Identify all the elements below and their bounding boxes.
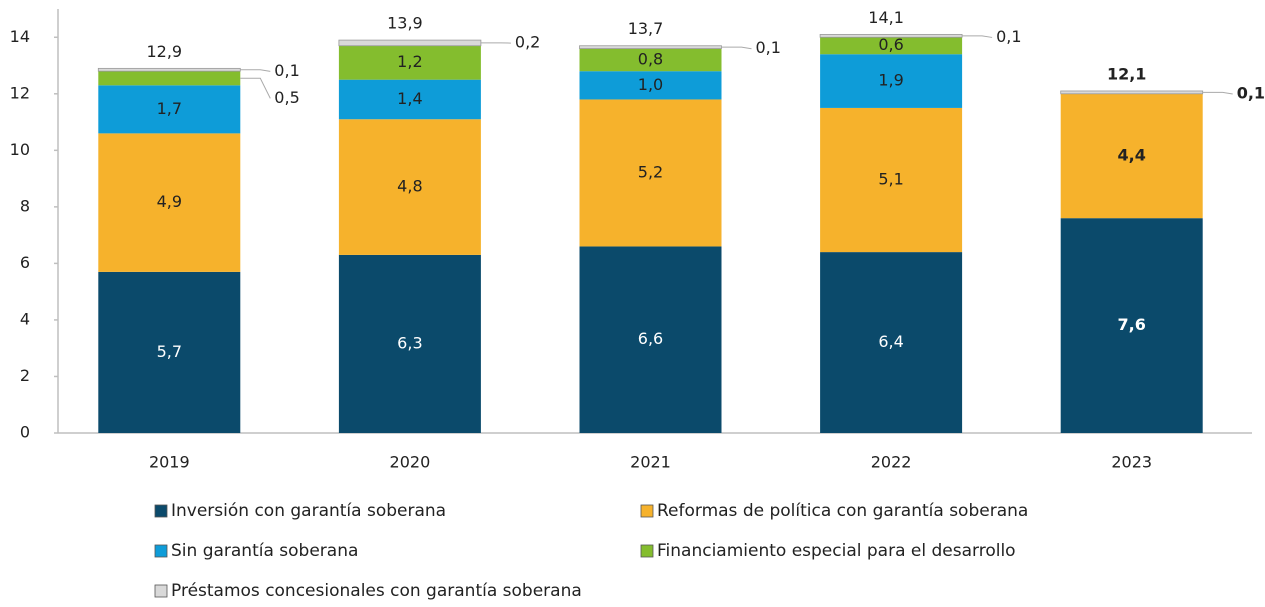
legend-label: Préstamos concesionales con garantía sob… xyxy=(171,581,582,601)
bar-segment xyxy=(820,252,963,433)
data-label: 0,6 xyxy=(878,35,903,54)
legend-swatch xyxy=(640,504,654,518)
x-tick-label: 2020 xyxy=(390,453,431,472)
x-tick-label: 2023 xyxy=(1111,453,1152,472)
bar-segment xyxy=(338,254,481,433)
x-tick-label: 2019 xyxy=(149,453,190,472)
x-tick-label: 2022 xyxy=(871,453,912,472)
data-label: 0,8 xyxy=(638,49,663,68)
total-label: 13,7 xyxy=(628,19,664,38)
data-label: 1,2 xyxy=(397,52,422,71)
bar-segment xyxy=(579,71,722,100)
leader-line xyxy=(721,46,752,50)
y-tick-label: 6 xyxy=(20,253,30,272)
bar-segment xyxy=(338,119,481,255)
data-label: 4,4 xyxy=(1118,145,1146,164)
bar-segment xyxy=(579,45,722,49)
y-tick-label: 14 xyxy=(10,27,30,46)
bar-segment xyxy=(338,39,482,47)
y-tick-label: 0 xyxy=(20,423,30,442)
bar-segment xyxy=(820,107,963,253)
bar-segment xyxy=(579,99,722,247)
data-label: 0,5 xyxy=(274,88,299,107)
bar-segment xyxy=(579,246,722,433)
bar-segment xyxy=(98,71,241,86)
data-label: 1,0 xyxy=(638,75,663,94)
legend-swatch xyxy=(154,584,168,598)
y-tick-label: 2 xyxy=(20,366,30,385)
data-label: 4,8 xyxy=(397,177,422,196)
y-tick-label: 12 xyxy=(10,83,30,102)
bar-segment xyxy=(819,34,963,38)
data-label: 0,1 xyxy=(1237,83,1265,102)
total-label: 13,9 xyxy=(387,14,423,33)
data-label: 0,1 xyxy=(756,38,781,57)
bar-segment xyxy=(97,67,241,72)
legend-label: Financiamiento especial para el desarrol… xyxy=(657,541,1016,561)
leader-line xyxy=(240,77,271,99)
data-label: 0,1 xyxy=(996,27,1021,46)
data-label: 6,6 xyxy=(638,329,663,348)
data-label: 4,9 xyxy=(157,192,182,211)
y-tick-label: 8 xyxy=(20,196,30,215)
bar-segment xyxy=(338,79,481,120)
legend-swatch xyxy=(154,504,168,518)
data-label: 0,1 xyxy=(274,61,299,80)
data-label: 6,4 xyxy=(878,332,903,351)
bar-segment xyxy=(1060,93,1203,219)
data-label: 7,6 xyxy=(1118,315,1146,334)
data-label: 0,2 xyxy=(515,33,540,52)
data-label: 1,9 xyxy=(878,71,903,90)
leader-line xyxy=(1202,91,1233,95)
legend-label: Reformas de política con garantía sobera… xyxy=(657,501,1028,521)
data-label: 5,1 xyxy=(878,170,903,189)
bar-segment xyxy=(820,54,963,108)
bar-segment xyxy=(1060,218,1203,433)
data-label: 1,4 xyxy=(397,89,422,108)
bar-segment xyxy=(98,271,241,433)
legend-label: Inversión con garantía soberana xyxy=(171,501,446,521)
data-label: 5,2 xyxy=(638,162,663,181)
data-label: 5,7 xyxy=(157,342,182,361)
legend-swatch xyxy=(640,544,654,558)
data-label: 1,7 xyxy=(157,99,182,118)
total-label: 12,9 xyxy=(146,42,182,61)
y-tick-label: 10 xyxy=(10,140,30,159)
x-tick-label: 2021 xyxy=(630,453,671,472)
leader-line xyxy=(240,69,271,72)
total-label: 14,1 xyxy=(868,8,904,27)
bar-segment xyxy=(338,45,481,80)
total-label: 12,1 xyxy=(1107,64,1146,83)
legend-label: Sin garantía soberana xyxy=(171,541,358,561)
legend-swatch xyxy=(154,544,168,558)
bar-segment xyxy=(579,48,722,72)
y-tick-label: 4 xyxy=(20,309,30,328)
bar-segment xyxy=(820,37,963,55)
bar-segment xyxy=(98,133,241,272)
bar-segment xyxy=(98,85,241,134)
bar-segment xyxy=(1060,90,1204,95)
leader-line xyxy=(962,35,993,38)
data-label: 6,3 xyxy=(397,333,422,352)
